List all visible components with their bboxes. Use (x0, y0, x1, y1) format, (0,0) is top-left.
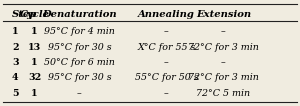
Text: 32: 32 (28, 73, 41, 82)
Text: 72°C 5 min: 72°C 5 min (196, 89, 250, 98)
Text: Cycle: Cycle (20, 10, 50, 19)
Text: 5: 5 (12, 89, 19, 98)
Text: 3: 3 (12, 58, 19, 67)
Text: –: – (77, 89, 82, 98)
Text: 95°C for 4 min: 95°C for 4 min (44, 27, 115, 36)
Text: 55°C for 50 s: 55°C for 50 s (135, 73, 198, 82)
Text: 2: 2 (12, 43, 19, 52)
Text: 4: 4 (12, 73, 19, 82)
Text: X°C for 55 s: X°C for 55 s (137, 43, 196, 52)
Text: 95°C for 30 s: 95°C for 30 s (48, 73, 111, 82)
Text: 72°C for 3 min: 72°C for 3 min (188, 43, 259, 52)
Text: 1: 1 (12, 27, 19, 36)
Text: Denaturation: Denaturation (42, 10, 117, 19)
Text: –: – (164, 89, 169, 98)
Text: 95°C for 30 s: 95°C for 30 s (48, 43, 111, 52)
Text: 13: 13 (28, 43, 41, 52)
Text: 1: 1 (31, 58, 38, 67)
Text: –: – (164, 27, 169, 36)
Text: –: – (221, 27, 226, 36)
Text: Step: Step (12, 10, 37, 19)
Text: 50°C for 6 min: 50°C for 6 min (44, 58, 115, 67)
Text: 1: 1 (31, 27, 38, 36)
Text: 72°C for 3 min: 72°C for 3 min (188, 73, 259, 82)
Text: Extension: Extension (196, 10, 251, 19)
Text: 1: 1 (31, 89, 38, 98)
Text: –: – (164, 58, 169, 67)
Text: –: – (221, 58, 226, 67)
Text: Annealing: Annealing (138, 10, 195, 19)
